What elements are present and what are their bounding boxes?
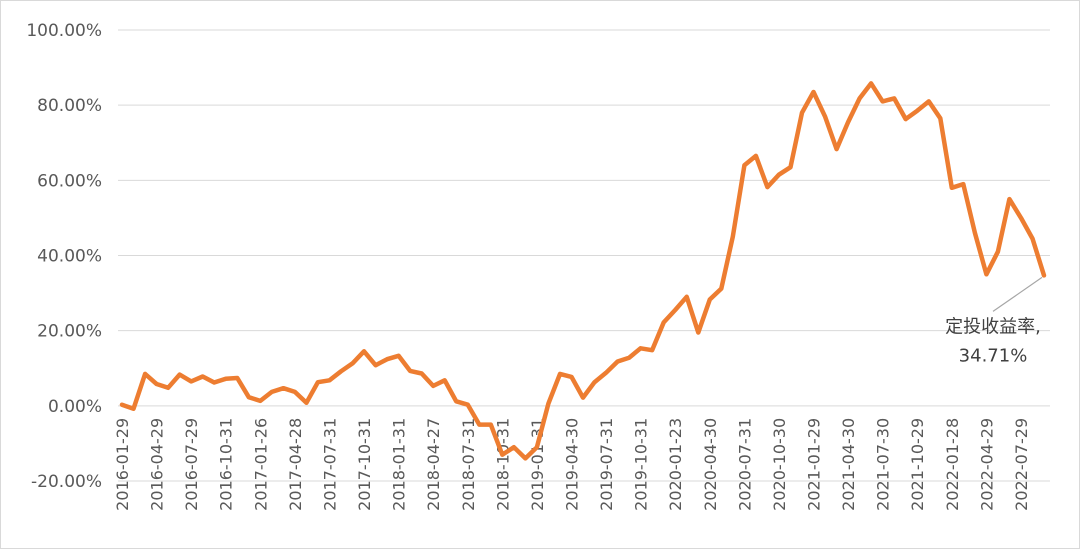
x-tick-label: 2019-10-31: [632, 418, 651, 511]
x-tick-label: 2022-01-28: [943, 418, 962, 511]
x-tick-label: 2019-07-31: [597, 418, 616, 511]
x-tick-label: 2016-04-29: [148, 418, 167, 511]
y-tick-label: 80.00%: [37, 96, 102, 116]
annotation-label-title: 定投收益率,: [945, 316, 1041, 337]
x-tick-label: 2016-10-31: [217, 418, 236, 511]
y-tick-label: 0.00%: [48, 397, 102, 417]
x-axis-tick-labels: 2016-01-29 2016-04-29 2016-07-29 2016-10-31…: [113, 418, 1031, 511]
x-tick-label: 2020-01-23: [666, 418, 685, 511]
x-tick-label: 2019-04-30: [562, 418, 581, 511]
x-tick-label: 2016-07-29: [182, 418, 201, 511]
x-tick-label: 2019-01-31: [528, 418, 547, 511]
y-tick-label: -20.00%: [31, 472, 102, 492]
series-group: [119, 81, 1047, 461]
x-tick-label: 2018-10-31: [493, 418, 512, 511]
annotation-leader-line: [992, 276, 1043, 312]
x-tick-label: 2020-04-30: [701, 418, 720, 511]
x-tick-label: 2016-01-29: [113, 418, 132, 511]
x-tick-label: 2020-10-30: [770, 418, 789, 511]
x-tick-label: 2017-01-26: [251, 418, 270, 511]
x-tick-label: 2021-07-30: [874, 418, 893, 511]
y-tick-label: 60.00%: [37, 171, 102, 191]
y-tick-label: 40.00%: [37, 247, 102, 267]
x-tick-label: 2021-01-29: [805, 418, 824, 511]
x-tick-label: 2017-10-31: [355, 418, 374, 511]
x-tick-label: 2021-10-29: [908, 418, 927, 511]
x-tick-label: 2021-04-30: [839, 418, 858, 511]
x-tick-label: 2022-07-29: [1012, 418, 1031, 511]
series-line: [119, 81, 1047, 461]
x-tick-label: 2018-01-31: [390, 418, 409, 511]
x-tick-label: 2018-07-31: [459, 418, 478, 511]
x-tick-label: 2020-07-31: [735, 418, 754, 511]
y-tick-label: 100.00%: [26, 21, 102, 41]
x-tick-label: 2018-04-27: [424, 418, 443, 511]
x-tick-label: 2017-07-31: [320, 418, 339, 511]
annotation-label-value: 34.71%: [959, 345, 1028, 366]
y-tick-label: 20.00%: [37, 322, 102, 342]
x-tick-label: 2017-04-28: [286, 418, 305, 511]
x-tick-label: 2022-04-29: [977, 418, 996, 511]
gridlines: [118, 29, 1050, 482]
y-axis-tick-labels: 100.00% 80.00% 60.00% 40.00% 20.00% 0.00% -20.…: [26, 21, 102, 492]
